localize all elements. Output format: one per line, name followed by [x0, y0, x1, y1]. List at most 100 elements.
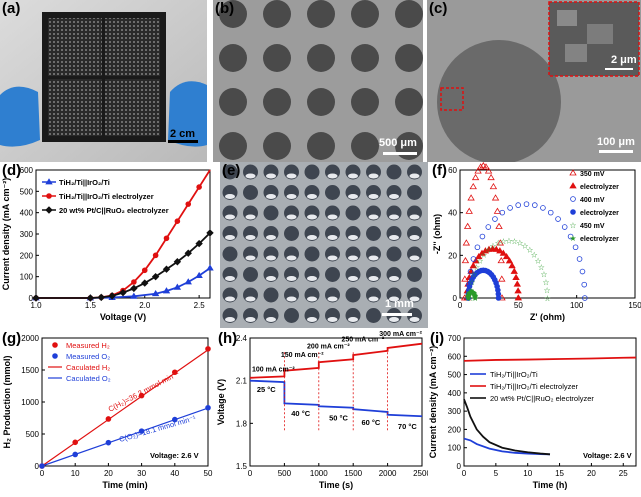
legend-marker	[52, 342, 58, 348]
bubble	[245, 255, 256, 261]
y-tick-label: 2.1	[236, 377, 248, 386]
data-point	[499, 209, 506, 216]
y-tick-label: 500	[448, 371, 462, 380]
x-tick-label: 1.0	[30, 301, 42, 310]
bubble	[266, 194, 276, 199]
panel-i-chart: 0 5 10 15 20 25 0 100 200 300 400 500 600 700 Time (h)…	[428, 330, 641, 497]
y-tick-label: 700	[448, 334, 462, 343]
bubble	[307, 317, 317, 322]
y-tick-label: 0	[35, 462, 40, 471]
bubble	[286, 276, 297, 281]
scale-bar-e	[382, 313, 412, 316]
y-axis-label: Current density (mA cm⁻²)	[1, 178, 11, 290]
y-axis-label: -Z'' (ohm)	[432, 214, 442, 254]
bubble-hole	[263, 205, 279, 221]
chart-i: 0 5 10 15 20 25 0 100 200 300 400 500 600 700 Time (h)…	[428, 334, 637, 490]
data-point: ☆	[511, 237, 518, 246]
panel-h-label: (h)	[218, 330, 238, 347]
bubble	[286, 296, 297, 302]
bubble	[245, 296, 256, 302]
y-axis-label: H₂ Production (mmol)	[2, 356, 12, 449]
plot-frame	[249, 337, 423, 467]
bubble	[368, 194, 379, 199]
data-point	[469, 262, 477, 269]
bubble	[327, 214, 338, 220]
bubble-hole	[407, 267, 422, 282]
data-point	[474, 167, 482, 174]
data-point: ★	[465, 293, 472, 302]
bubble-hole	[325, 267, 340, 282]
data-point	[514, 294, 523, 301]
panel-d-label: (d)	[2, 162, 22, 179]
annotation: 250 mA cm⁻²	[341, 337, 384, 344]
data-point	[184, 278, 192, 285]
data-point	[499, 249, 508, 256]
x-tick-label: 5	[494, 469, 499, 478]
hole	[219, 132, 247, 160]
y-axis-label: Current density (mA cm⁻²)	[428, 346, 438, 458]
data-point	[39, 463, 45, 469]
y-tick-label: 300	[448, 407, 462, 416]
x-tick-label: 25	[619, 469, 628, 478]
bubble	[368, 296, 379, 302]
bubble	[368, 255, 379, 261]
bubble	[286, 194, 297, 199]
bubble	[286, 214, 297, 220]
data-point: ☆	[542, 278, 549, 287]
legend-label: Caculated H₂	[66, 363, 110, 372]
annotation: 25 °C	[257, 385, 276, 394]
data-point	[119, 288, 127, 297]
bubble-hole	[263, 287, 279, 303]
hole	[307, 132, 335, 160]
x-tick-label: 10	[71, 469, 80, 478]
panel-g-chart: 0 10 20 30 40 50 0 500 1000 1500 2000 Time (min) H₂ …	[0, 330, 216, 497]
x-tick-label: 100	[570, 301, 584, 310]
bubble	[307, 296, 317, 302]
panel-g-label: (g)	[2, 330, 22, 347]
hole	[263, 132, 291, 160]
data-point: ★	[465, 291, 472, 300]
legend-marker	[46, 193, 52, 199]
bubble	[245, 235, 256, 240]
bubble	[348, 173, 358, 179]
data-point	[467, 194, 475, 201]
bubble-hole	[386, 246, 402, 262]
data-point	[547, 209, 554, 216]
data-point: ☆	[526, 246, 533, 255]
bubble-hole	[284, 308, 299, 323]
bubble-hole	[222, 164, 238, 180]
panel-b-sem: (b) 500 μm	[213, 0, 423, 162]
annotation: C(H₂)=36.3 mmol min⁻¹	[107, 369, 181, 414]
data-point	[105, 439, 112, 446]
x-tick-label: 1.5	[85, 301, 97, 310]
hole	[351, 132, 379, 160]
hole	[263, 44, 291, 72]
hole	[263, 0, 291, 28]
data-point	[532, 202, 538, 208]
annotation: 50 °C	[329, 413, 348, 422]
chart-h: 0 500 1000 1500 2000 2500 1.5 1.8 2.1 2.4 Time (s)…	[216, 331, 428, 490]
data-point	[485, 224, 492, 230]
bubble-hole	[366, 308, 381, 323]
legend-label: Caculated O₂	[66, 374, 111, 383]
data-point	[184, 249, 192, 257]
legend-label: 20 wt% Pt/C||RuO₂ electrolyzer	[490, 394, 594, 403]
legend-label: electrolyzer	[580, 236, 619, 243]
bubble-hole	[366, 226, 381, 241]
y-tick-label: 300	[20, 230, 34, 239]
data-point: ★	[470, 289, 477, 298]
data-point	[469, 182, 477, 190]
data-point: ★	[471, 292, 478, 301]
legend-label: electrolyzer	[580, 184, 619, 191]
hole	[395, 44, 423, 72]
hole	[351, 0, 379, 28]
bubble	[368, 173, 379, 179]
bubble	[327, 255, 338, 261]
y-tick-label: 1.5	[236, 462, 248, 471]
x-tick-label: 0	[462, 469, 467, 478]
data-point	[72, 439, 78, 446]
panel-c-label: (c)	[429, 0, 448, 17]
panel-h-chart: 0 500 1000 1500 2000 2500 1.5 1.8 2.1 2.4 Time (s)…	[216, 330, 428, 497]
data-point: ★	[471, 290, 478, 299]
